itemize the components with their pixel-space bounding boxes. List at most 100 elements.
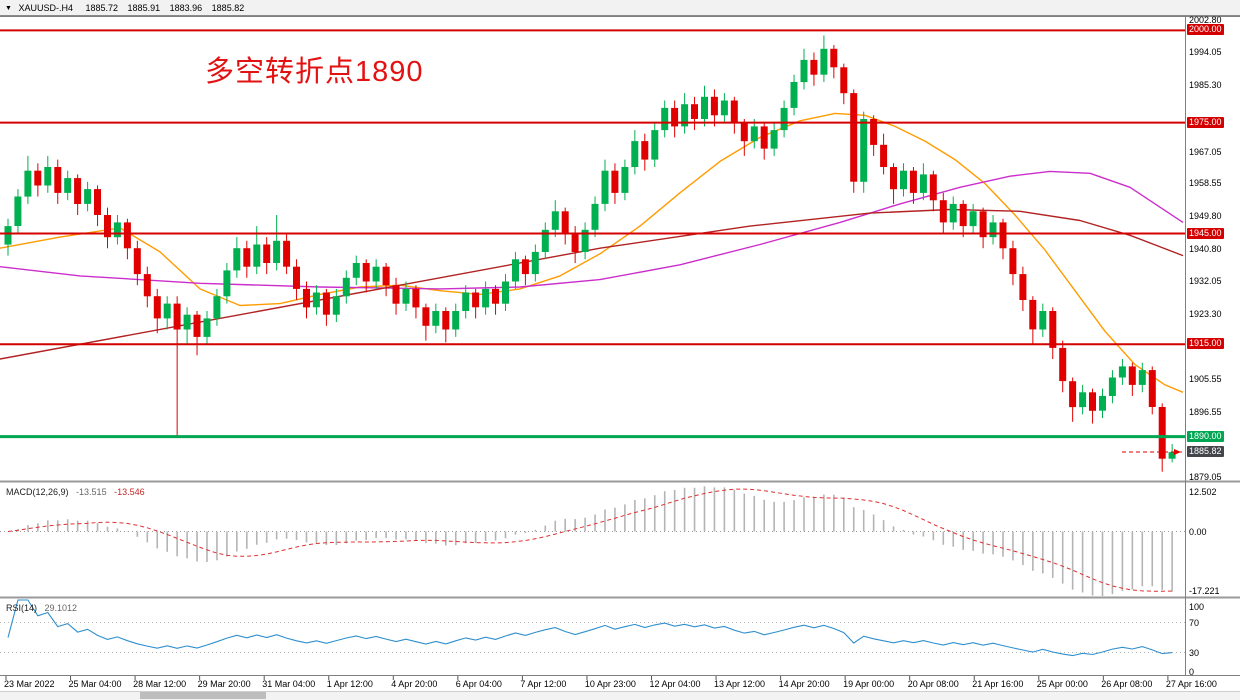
candle-down xyxy=(412,288,420,308)
candle-down xyxy=(442,311,450,330)
horizontal-lines-layer xyxy=(0,29,1185,439)
symbol-timeframe-label: XAUUSD-.H4 xyxy=(18,3,73,13)
candle-up xyxy=(601,170,609,204)
candle-up xyxy=(44,167,52,186)
candle-down xyxy=(740,122,748,142)
candle-down xyxy=(710,96,718,116)
candle-down xyxy=(1128,366,1136,385)
candle-up xyxy=(84,189,92,204)
collapse-arrow-icon[interactable]: ▼ xyxy=(5,5,12,12)
candle-up xyxy=(661,107,669,131)
candle-down xyxy=(571,233,579,252)
candle-down xyxy=(671,107,679,127)
candle-down xyxy=(1089,392,1096,411)
scrollbar-thumb[interactable] xyxy=(140,692,266,699)
candle-up xyxy=(1168,452,1176,459)
candle-down xyxy=(870,119,878,145)
candle-up xyxy=(113,222,121,238)
candle-up xyxy=(701,96,708,119)
ohlc-high: 1885.91 xyxy=(127,3,161,13)
candle-down xyxy=(909,170,917,193)
candle-up xyxy=(591,203,599,230)
candle-down xyxy=(133,248,141,275)
candle-down xyxy=(890,167,897,190)
annotation-text[interactable]: 多空转折点1890 xyxy=(205,56,424,88)
candle-down xyxy=(362,263,370,282)
candle-up xyxy=(820,48,828,75)
macd-layer xyxy=(0,486,1185,596)
candle-up xyxy=(1118,366,1126,378)
candle-down xyxy=(1148,370,1156,407)
candle-down xyxy=(104,215,111,238)
candle-up xyxy=(750,126,758,142)
candle-up xyxy=(14,196,22,226)
candle-up xyxy=(770,130,778,149)
candle-up xyxy=(452,311,460,330)
macd-value-signal: -13.546 xyxy=(114,487,145,497)
rsi-line xyxy=(7,599,1173,657)
candle-up xyxy=(163,303,171,319)
candle-down xyxy=(193,314,201,337)
candle-down xyxy=(521,259,529,275)
candle-down xyxy=(959,203,967,227)
candle-up xyxy=(1099,395,1106,411)
candle-down xyxy=(1059,347,1067,382)
candle-up xyxy=(900,170,907,190)
ma-fast-line xyxy=(0,112,1184,393)
candle-up xyxy=(312,292,320,308)
candle-up xyxy=(581,229,589,252)
rsi-indicator-label: RSI(14) 29.1012 xyxy=(6,603,77,613)
chart-header[interactable]: ▼ XAUUSD-.H4 1885.72 1885.91 1883.96 188… xyxy=(0,0,1240,16)
candle-down xyxy=(760,126,768,149)
candle-up xyxy=(531,251,539,275)
candle-up xyxy=(949,203,957,223)
candle-down xyxy=(929,174,937,201)
candle-up xyxy=(372,266,380,282)
candle-up xyxy=(989,222,997,238)
candle-down xyxy=(263,244,271,263)
candle-down xyxy=(382,266,390,286)
candle-down xyxy=(492,288,499,304)
candle-down xyxy=(153,296,161,319)
candle-down xyxy=(94,189,101,215)
candle-down xyxy=(74,178,82,204)
candle-up xyxy=(631,141,639,167)
candle-down xyxy=(999,222,1007,249)
candle-up xyxy=(462,292,470,311)
candle-down xyxy=(392,285,400,304)
candlestick-chart[interactable] xyxy=(0,16,1240,691)
candle-up xyxy=(512,259,519,282)
candle-up xyxy=(1079,392,1087,408)
candle-down xyxy=(691,104,698,119)
candle-up xyxy=(24,170,32,197)
candle-down xyxy=(1049,311,1057,348)
candle-up xyxy=(233,248,241,271)
candle-down xyxy=(34,170,42,186)
candle-up xyxy=(919,174,927,193)
macd-signal-line xyxy=(7,488,1173,592)
candle-down xyxy=(322,292,330,315)
candle-up xyxy=(541,229,549,252)
candle-down xyxy=(939,200,947,223)
time-ticks xyxy=(5,676,1169,680)
candle-down xyxy=(283,240,291,267)
candle-up xyxy=(273,240,281,263)
rsi-value: 29.1012 xyxy=(44,603,78,613)
candle-down xyxy=(1158,407,1166,459)
candle-up xyxy=(651,130,659,160)
candle-down xyxy=(810,59,818,75)
candle-down xyxy=(54,167,62,193)
candle-up xyxy=(681,104,689,127)
candle-up xyxy=(4,226,12,245)
candle-down xyxy=(840,67,848,94)
rsi-layer xyxy=(0,599,1185,657)
candle-up xyxy=(342,277,350,297)
ohlc-open: 1885.72 xyxy=(85,3,119,13)
candle-up xyxy=(402,288,410,304)
candle-up xyxy=(720,100,728,116)
candle-up xyxy=(860,119,868,182)
rsi-name: RSI(14) xyxy=(6,603,38,613)
candle-down xyxy=(1029,299,1037,330)
candle-down xyxy=(979,211,987,238)
candle-down xyxy=(1009,248,1017,275)
